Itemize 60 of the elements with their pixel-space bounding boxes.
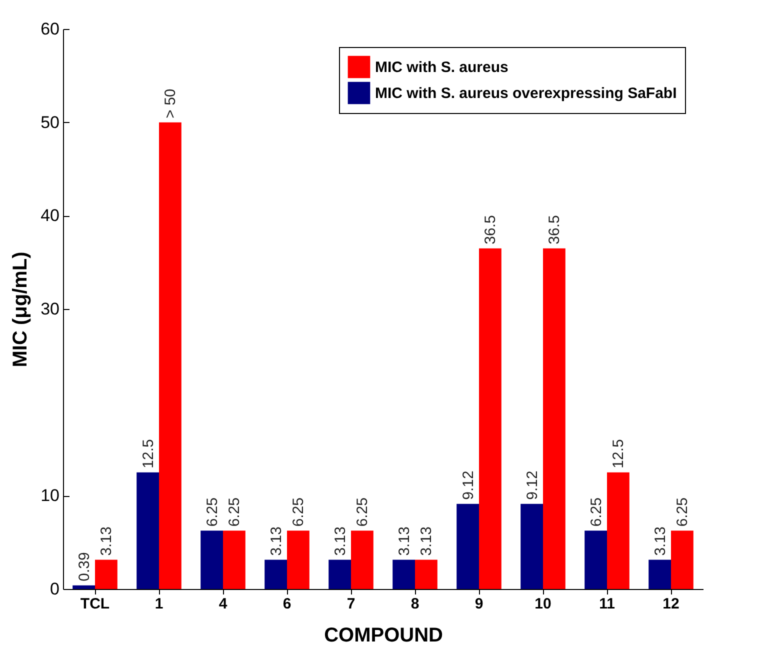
data-label: 6.25 — [674, 497, 692, 527]
bar — [584, 530, 607, 589]
x-tick-label: 10 — [534, 596, 552, 612]
data-label: 0.39 — [76, 552, 93, 582]
data-label: 6.25 — [354, 497, 372, 527]
x-axis-title: COMPOUND — [324, 624, 443, 646]
x-tick-label: 1 — [154, 596, 164, 612]
y-tick-label: 0 — [50, 580, 60, 598]
bar — [223, 530, 246, 589]
bar — [95, 560, 118, 589]
bar — [72, 585, 95, 589]
bar — [328, 560, 351, 589]
data-label: 12.5 — [140, 439, 157, 468]
y-tick-label: 30 — [40, 300, 60, 318]
data-label: 3.13 — [268, 526, 285, 556]
bar — [392, 560, 415, 589]
x-tick-label: TCL — [80, 596, 110, 612]
bar — [159, 122, 182, 589]
bar — [479, 248, 502, 589]
bar — [200, 530, 223, 589]
bar — [351, 530, 374, 589]
x-tick-label: 6 — [282, 596, 292, 612]
bar — [287, 530, 310, 589]
data-label: 36.5 — [546, 215, 564, 244]
bar — [136, 472, 159, 589]
x-tick-label: 4 — [218, 596, 228, 612]
data-label: 6.25 — [226, 497, 244, 527]
x-tick-label: 12 — [662, 596, 680, 612]
x-tick-label: 9 — [474, 596, 484, 612]
bar — [671, 530, 694, 589]
data-label: 6.25 — [290, 497, 308, 527]
x-tick-label: 7 — [346, 596, 356, 612]
bar — [264, 560, 287, 589]
data-label: 6.25 — [588, 497, 605, 527]
bar — [543, 248, 566, 589]
data-label: 9.12 — [524, 470, 541, 500]
data-label: 3.13 — [652, 526, 669, 556]
x-tick-label: 11 — [599, 596, 615, 612]
data-label: 6.25 — [204, 497, 221, 527]
y-tick-label: 10 — [40, 486, 60, 506]
y-tick-label: 60 — [40, 20, 60, 38]
y-axis-title: MIC (μg/mL) — [10, 252, 32, 368]
data-label: 36.5 — [482, 215, 500, 244]
data-label: 3.13 — [418, 526, 436, 556]
bar — [607, 472, 630, 589]
data-label: > 50 — [162, 88, 180, 118]
data-label: 3.13 — [332, 526, 349, 556]
y-tick-label: 40 — [40, 206, 60, 226]
data-label: 12.5 — [610, 439, 628, 468]
bar — [520, 504, 543, 589]
data-label: 9.12 — [460, 470, 477, 500]
bar — [456, 504, 479, 589]
x-tick-label: 8 — [410, 596, 420, 612]
y-tick-label: 50 — [40, 112, 60, 132]
legend-label: MIC with S. aureus — [375, 59, 508, 76]
bar — [415, 560, 438, 589]
bar — [648, 560, 671, 589]
data-label: 3.13 — [396, 526, 413, 556]
data-label: 3.13 — [98, 526, 116, 556]
legend-label: MIC with S. aureus overexpressing SaFabI — [375, 85, 677, 102]
